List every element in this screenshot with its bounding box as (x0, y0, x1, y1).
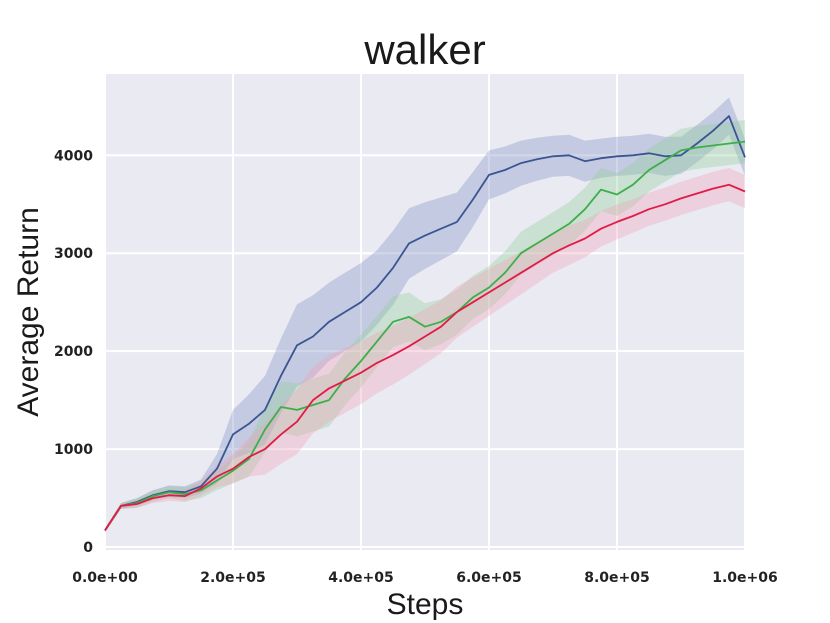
series-2-line (104, 140, 746, 531)
x-tick-labels: 0.0e+00 2.0e+05 4.0e+05 6.0e+05 8.0e+05 1.0e+… (72, 570, 778, 586)
x-tick-label: 2.0e+05 (200, 570, 266, 586)
x-tick-label: 4.0e+05 (328, 570, 394, 586)
series-3-band (105, 168, 745, 533)
x-tick-label: 0.0e+00 (72, 570, 138, 586)
series-1-line (104, 115, 746, 531)
x-tick-label: 6.0e+05 (456, 570, 522, 586)
y-axis-label: Average Return (12, 207, 45, 417)
y-tick-label: 3000 (54, 246, 93, 262)
series-lines (104, 115, 746, 531)
y-tick-label: 2000 (54, 344, 93, 360)
x-axis-label: Steps (387, 588, 464, 621)
plot-background (105, 74, 745, 550)
series-3-line (104, 183, 746, 531)
y-tick-label: 0 (83, 540, 93, 556)
y-tick-label: 4000 (54, 148, 93, 164)
x-tick-label: 8.0e+05 (584, 570, 650, 586)
y-tick-label: 1000 (54, 442, 93, 458)
y-tick-labels: 0 1000 2000 3000 4000 (54, 148, 93, 556)
x-tick-label: 1.0e+06 (712, 570, 778, 586)
chart-title: walker (363, 26, 485, 73)
series-1-band (105, 97, 745, 533)
